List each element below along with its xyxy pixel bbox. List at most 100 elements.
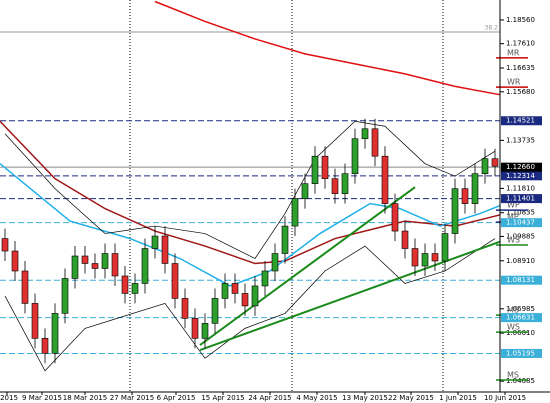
- level-label: 1.08131: [506, 276, 535, 284]
- candle-body: [411, 248, 419, 267]
- level-label: 1.05195: [506, 349, 535, 357]
- current-price-label: 1.12660: [506, 163, 535, 171]
- candle-body: [261, 270, 269, 287]
- candle-body: [1, 238, 9, 252]
- candle-body: [81, 255, 89, 264]
- x-tick-label: 27 Mar 2015: [110, 394, 154, 402]
- candle-body: [331, 178, 339, 194]
- candle-body: [121, 275, 129, 294]
- candle-body: [471, 173, 479, 204]
- level-tag: [501, 218, 542, 228]
- candle-body: [311, 155, 319, 184]
- level-label: 1.11401: [506, 195, 535, 203]
- indicator-line: [154, 0, 500, 96]
- level-tag: [501, 171, 542, 181]
- y-tick-label: 1.13735: [506, 136, 535, 144]
- candle-body: [431, 253, 439, 262]
- y-tick-label: 1.11810: [506, 184, 535, 192]
- level-label: 1.10437: [506, 219, 535, 227]
- pivot-label: WR: [507, 78, 521, 87]
- candle-body: [11, 250, 19, 272]
- candle-body: [321, 155, 329, 179]
- x-tick-label: 2015: [0, 394, 18, 402]
- candle-body: [291, 198, 299, 227]
- candle-body: [171, 263, 179, 299]
- level-tag: [501, 194, 542, 204]
- candle-body: [231, 283, 239, 294]
- candle-body: [31, 303, 39, 339]
- x-tick-label: 22 May 2015: [388, 394, 434, 402]
- y-tick-label: 1.06985: [506, 305, 535, 313]
- x-tick-label: 15 Apr 2015: [201, 394, 244, 402]
- y-tick-label: 1.08910: [506, 257, 535, 265]
- trend-line: [199, 186, 416, 346]
- x-tick-label: 24 Apr 2015: [248, 394, 291, 402]
- candle-body: [21, 270, 29, 304]
- indicator-line: [4, 238, 496, 372]
- candle-body: [391, 203, 399, 232]
- candle-body: [491, 158, 499, 167]
- candle-body: [51, 313, 59, 354]
- candle-body: [221, 283, 229, 299]
- candle-body: [131, 283, 139, 294]
- y-tick-label: 1.04085: [506, 377, 535, 385]
- candle-body: [151, 235, 159, 249]
- candle-body: [451, 188, 459, 234]
- level-tag: [501, 116, 542, 126]
- candle-body: [161, 235, 169, 264]
- fib-label: 38.2: [485, 24, 499, 31]
- x-tick-label: 4 May 2015: [296, 394, 337, 402]
- candle-body: [281, 225, 289, 254]
- y-tick-label: 1.17610: [506, 40, 535, 48]
- y-tick-label: 1.09885: [506, 232, 535, 240]
- candle-body: [71, 255, 79, 279]
- level-label: 1.06631: [506, 314, 535, 322]
- candle-body: [251, 285, 259, 307]
- x-tick-label: 13 May 2015: [342, 394, 388, 402]
- candle-body: [241, 293, 249, 307]
- level-label: 1.12314: [506, 172, 535, 180]
- x-tick-label: 18 Mar 2015: [63, 394, 107, 402]
- axes: 1.18560 1.17610 1.16635 1.15680 1.13735 1.118…: [0, 16, 542, 402]
- level-label: 1.14521: [506, 117, 535, 125]
- candle-body: [381, 155, 389, 204]
- level-tag: [501, 313, 542, 323]
- candle-body: [371, 128, 379, 157]
- pivot-label: MR: [507, 48, 520, 57]
- trend-line: [199, 240, 500, 352]
- candle-body: [41, 338, 49, 354]
- pivot-label: WS: [507, 323, 520, 332]
- pivot-label: WP: [507, 201, 520, 210]
- candle-body: [481, 158, 489, 174]
- indicator-line: [0, 120, 500, 265]
- plot-area: 38.2: [0, 0, 500, 392]
- x-tick-label: 10 Jun 2015: [484, 394, 526, 402]
- pivot-label: MS: [507, 371, 519, 380]
- pivot-label: WS: [507, 236, 520, 245]
- level-tag: [501, 348, 542, 358]
- indicator-line: [4, 120, 496, 259]
- candle-body: [361, 128, 369, 140]
- candle-body: [301, 183, 309, 199]
- y-tick-label: 1.15680: [506, 88, 535, 96]
- candle-body: [61, 278, 69, 314]
- candle-body: [271, 253, 279, 272]
- candle-body: [111, 253, 119, 277]
- x-tick-label: 9 Mar 2015: [22, 394, 62, 402]
- pivot-label: MP: [507, 213, 519, 222]
- candle-body: [441, 233, 449, 262]
- indicator-line: [0, 163, 500, 287]
- x-tick-label: 6 Apr 2015: [157, 394, 196, 402]
- candle-body: [101, 253, 109, 269]
- candle-body: [401, 230, 409, 249]
- candle-body: [351, 138, 359, 174]
- current-price-tag: [501, 162, 542, 172]
- candle-body: [201, 323, 209, 339]
- y-tick-label: 1.18560: [506, 16, 535, 24]
- y-tick-label: 1.16635: [506, 64, 535, 72]
- candle-body: [181, 298, 189, 319]
- x-tick-label: 1 Jun 2015: [439, 394, 477, 402]
- candle-body: [211, 298, 219, 324]
